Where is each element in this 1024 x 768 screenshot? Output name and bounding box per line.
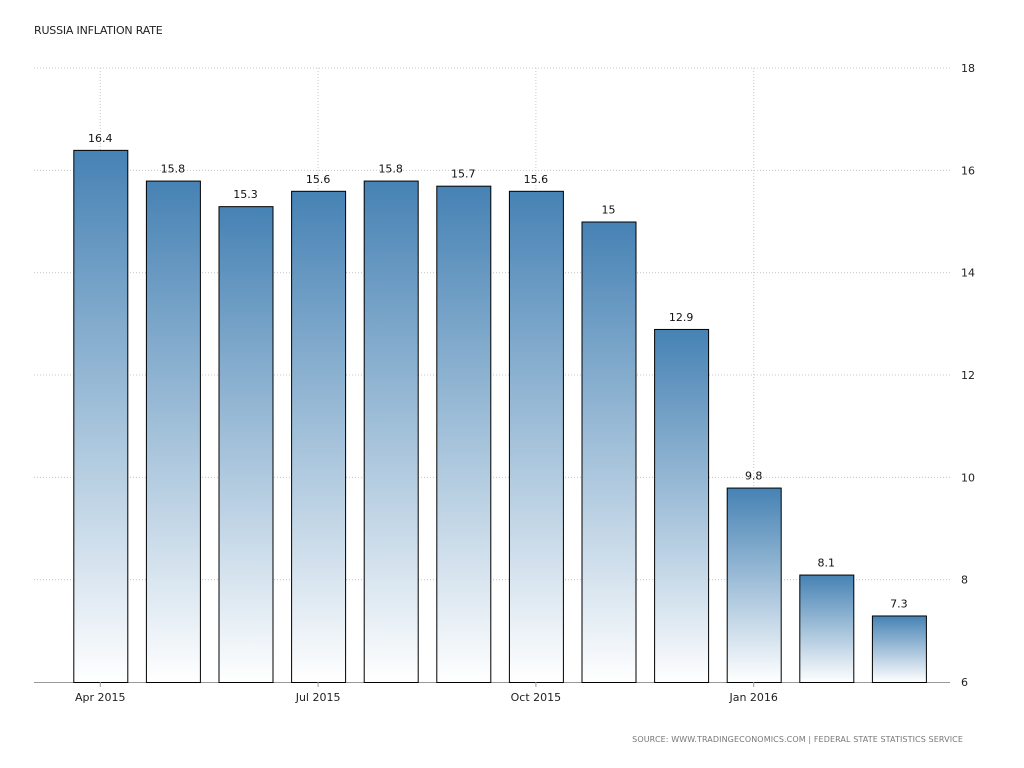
bar [145, 180, 201, 683]
bar [726, 487, 782, 684]
y-tick-label: 8 [961, 574, 968, 587]
x-tick-label: Jul 2015 [295, 691, 341, 704]
x-tick-label: Oct 2015 [511, 691, 562, 704]
bar [799, 574, 855, 683]
bar [654, 328, 710, 683]
y-tick-label: 6 [961, 676, 968, 689]
bar-value-label: 7.3 [890, 597, 908, 610]
bars [73, 149, 927, 684]
data-labels: 16.4 15.8 15.3 15.6 15.8 15.7 15.6 15 12.9 9.8 8.1… [88, 132, 908, 611]
bar-value-label: 15.6 [524, 173, 549, 186]
bar [291, 190, 347, 684]
y-tick-label: 14 [961, 267, 975, 280]
bar-value-label: 12.9 [669, 311, 694, 324]
source-note: SOURCE: WWW.TRADINGECONOMICS.COM | FEDER… [632, 735, 963, 744]
y-tick-label: 18 [961, 62, 975, 75]
bar [436, 185, 492, 684]
bar [73, 149, 129, 684]
chart-title: RUSSIA INFLATION RATE [34, 24, 163, 37]
y-tick-label: 10 [961, 471, 975, 484]
x-tick-label: Apr 2015 [75, 691, 126, 704]
bar-value-label: 8.1 [818, 557, 836, 570]
bar-value-label: 16.4 [88, 132, 113, 145]
x-tick-label: Jan 2016 [728, 691, 777, 704]
y-tick-label: 12 [961, 369, 975, 382]
bar-value-label: 15.3 [233, 188, 258, 201]
bar [871, 615, 927, 684]
bar-value-label: 15.6 [306, 173, 331, 186]
bar-value-label: 15.8 [161, 163, 186, 176]
bar [363, 180, 419, 683]
y-tick-label: 16 [961, 164, 975, 177]
bar [508, 190, 564, 684]
bar [581, 221, 637, 683]
bar-value-label: 15.7 [451, 168, 476, 181]
y-axis-ticks: 6 8 10 12 14 16 18 [961, 62, 975, 689]
bar-value-label: 9.8 [745, 470, 763, 483]
bar-value-label: 15 [602, 204, 616, 217]
bar-value-label: 15.8 [378, 163, 403, 176]
bar [218, 206, 274, 683]
x-axis-ticks: Apr 2015 Jul 2015 Oct 2015 Jan 2016 [75, 682, 778, 704]
